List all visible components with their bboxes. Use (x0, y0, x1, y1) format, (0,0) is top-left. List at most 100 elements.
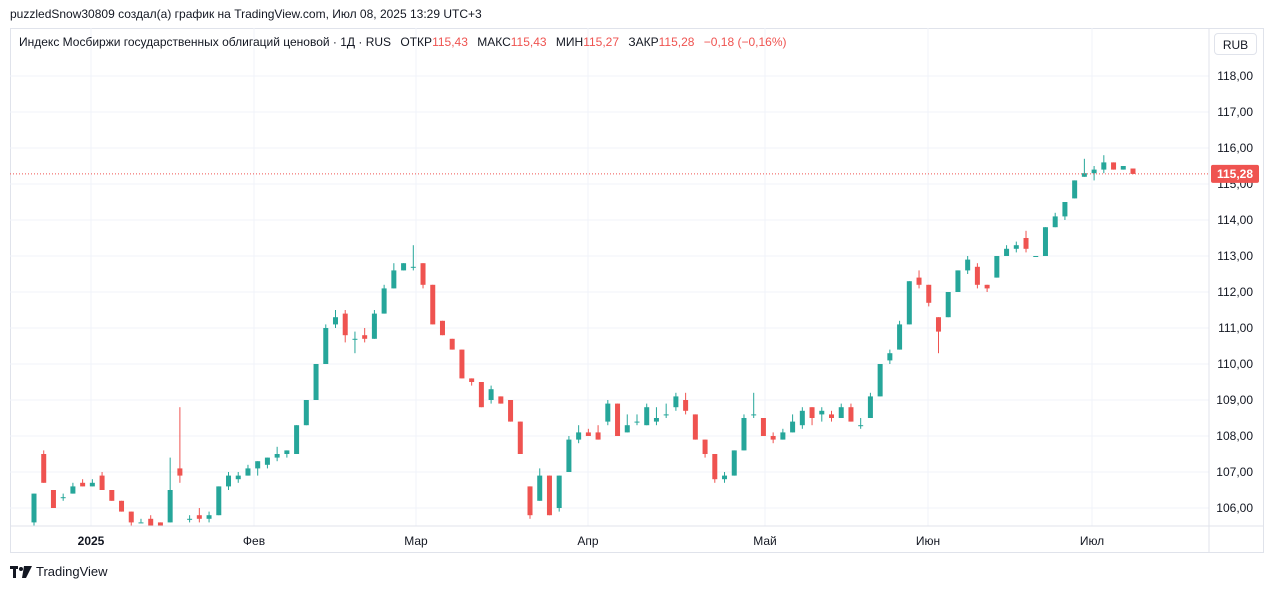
candle-body[interactable] (284, 450, 290, 454)
candle-body[interactable] (731, 450, 737, 476)
candle-body[interactable] (605, 403, 611, 422)
candle-body[interactable] (167, 490, 173, 523)
candle-body[interactable] (702, 439, 708, 454)
candle-body[interactable] (469, 378, 475, 382)
candle-body[interactable] (274, 454, 280, 458)
candle-body[interactable] (858, 425, 864, 427)
price-axis[interactable]: 106,00 107,00 108,00 109,00 110,00 111,00 112,… (1216, 69, 1253, 515)
candle-body[interactable] (751, 414, 757, 416)
candle-body[interactable] (877, 364, 883, 397)
candle-body[interactable] (994, 256, 1000, 278)
candle-body[interactable] (245, 468, 251, 476)
candle-body[interactable] (488, 389, 494, 400)
candle-body[interactable] (41, 454, 47, 483)
candle-body[interactable] (984, 284, 990, 289)
candle-body[interactable] (760, 418, 766, 436)
candle-body[interactable] (546, 475, 552, 516)
candle-body[interactable] (235, 475, 241, 480)
candle-body[interactable] (342, 313, 348, 336)
candle-body[interactable] (410, 266, 416, 268)
candles[interactable] (31, 155, 1136, 526)
candle-body[interactable] (673, 396, 679, 408)
candle-body[interactable] (352, 338, 358, 340)
candle-body[interactable] (683, 400, 689, 411)
candle-body[interactable] (926, 284, 932, 303)
candle-body[interactable] (1023, 238, 1029, 249)
candle-body[interactable] (1013, 245, 1019, 249)
candle-body[interactable] (294, 425, 300, 454)
candle-body[interactable] (459, 349, 465, 379)
candle-body[interactable] (712, 454, 718, 480)
candle-body[interactable] (663, 414, 669, 416)
candle-body[interactable] (226, 475, 232, 487)
candle-body[interactable] (371, 313, 377, 339)
candle-body[interactable] (332, 317, 338, 325)
candle-body[interactable] (1004, 248, 1010, 256)
candle-body[interactable] (362, 335, 368, 339)
candle-body[interactable] (848, 407, 854, 422)
candle-body[interactable] (187, 518, 193, 520)
candle-body[interactable] (303, 400, 309, 426)
candle-body[interactable] (1130, 168, 1136, 174)
candle-body[interactable] (1062, 202, 1068, 217)
candle-body[interactable] (790, 421, 796, 433)
candle-body[interactable] (177, 468, 183, 476)
candle-body[interactable] (974, 266, 980, 285)
candle-body[interactable] (1111, 162, 1117, 170)
candle-body[interactable] (31, 493, 37, 523)
candle-body[interactable] (1101, 162, 1107, 170)
candle-body[interactable] (391, 270, 397, 289)
candle-body[interactable] (634, 421, 640, 423)
chart-frame[interactable] (10, 28, 1264, 553)
candle-body[interactable] (89, 482, 95, 487)
candle-body[interactable] (138, 522, 144, 524)
candle-body[interactable] (537, 475, 543, 501)
candle-body[interactable] (556, 475, 562, 508)
candle-body[interactable] (624, 425, 630, 433)
candle-body[interactable] (585, 432, 591, 436)
candle-body[interactable] (264, 457, 270, 465)
candle-body[interactable] (867, 396, 873, 418)
candle-body[interactable] (420, 263, 426, 285)
candle-body[interactable] (722, 475, 728, 480)
candle-body[interactable] (99, 475, 105, 490)
candle-body[interactable] (50, 490, 56, 508)
candle-body[interactable] (838, 407, 844, 418)
candle-body[interactable] (780, 432, 786, 440)
candle-body[interactable] (1081, 173, 1087, 177)
candle-body[interactable] (965, 259, 971, 271)
candle-body[interactable] (1091, 169, 1097, 174)
time-axis[interactable]: 2025 Фев Мар Апр Май Июн Июл (78, 534, 1105, 548)
candle-body[interactable] (517, 421, 523, 454)
candle-body[interactable] (1033, 256, 1039, 257)
candle-body[interactable] (935, 317, 941, 332)
candle-body[interactable] (449, 338, 455, 350)
candle-body[interactable] (401, 263, 407, 271)
candle-body[interactable] (439, 320, 445, 336)
candle-body[interactable] (216, 486, 222, 516)
candle-body[interactable] (323, 328, 329, 364)
candle-body[interactable] (799, 410, 805, 426)
candle-body[interactable] (809, 407, 815, 418)
candle-body[interactable] (119, 500, 125, 512)
candle-body[interactable] (955, 270, 961, 292)
currency-button[interactable]: RUB (1214, 33, 1257, 55)
candle-body[interactable] (498, 396, 504, 404)
candle-body[interactable] (148, 518, 154, 526)
candle-body[interactable] (819, 410, 825, 415)
candle-body[interactable] (381, 288, 387, 314)
candle-body[interactable] (566, 439, 572, 472)
candle-body[interactable] (128, 511, 134, 523)
candle-body[interactable] (576, 432, 582, 440)
candle-body[interactable] (508, 400, 514, 422)
candle-body[interactable] (527, 486, 533, 516)
candle-body[interactable] (916, 277, 922, 285)
candle-body[interactable] (478, 382, 484, 408)
candle-body[interactable] (255, 461, 261, 469)
footer-brand[interactable]: TradingView (10, 564, 108, 579)
candle-body[interactable] (644, 407, 650, 426)
candle-body[interactable] (1120, 166, 1126, 170)
candle-body[interactable] (887, 353, 893, 361)
candle-body[interactable] (60, 497, 66, 499)
